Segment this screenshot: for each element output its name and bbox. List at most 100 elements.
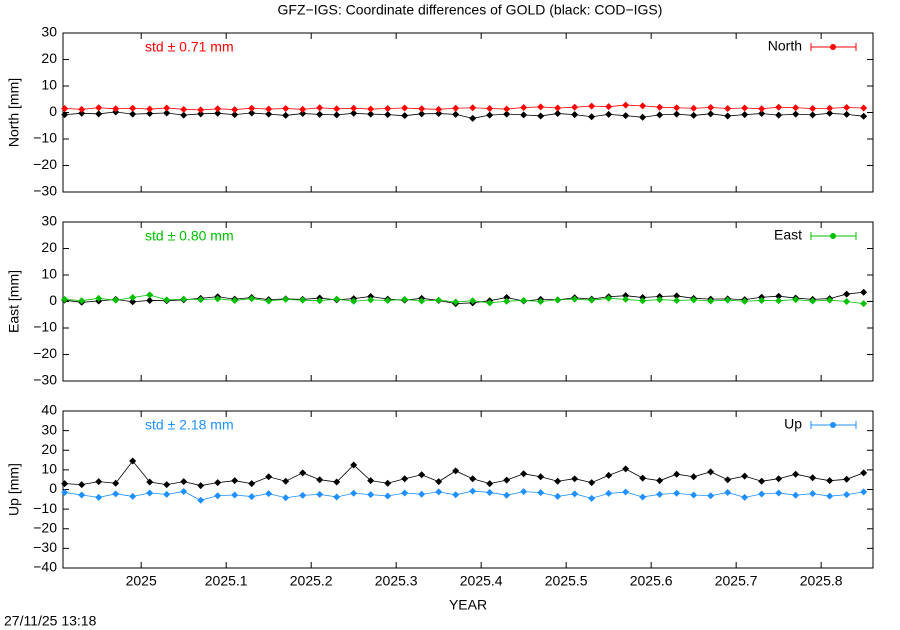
data-point — [537, 298, 545, 305]
y-axis-label: Up [mm] — [6, 463, 22, 516]
data-point — [265, 110, 273, 118]
data-point — [197, 496, 205, 504]
legend-label: Up — [784, 416, 802, 432]
data-point — [452, 491, 460, 499]
data-point — [622, 112, 630, 120]
data-point — [452, 110, 460, 118]
x-tick-label: 2025.3 — [375, 573, 418, 589]
data-point — [588, 479, 596, 487]
y-tick-label: −10 — [33, 500, 57, 516]
data-point — [554, 110, 562, 118]
data-point — [741, 297, 749, 305]
data-point — [503, 476, 511, 484]
data-point — [384, 111, 392, 119]
data-point — [384, 492, 392, 500]
data-point — [503, 105, 511, 113]
data-point — [214, 295, 222, 303]
data-point — [333, 493, 341, 501]
data-point — [129, 294, 137, 302]
data-point — [656, 111, 664, 119]
data-point — [163, 104, 171, 112]
data-point — [554, 477, 562, 485]
data-point — [571, 490, 579, 498]
data-point — [350, 461, 358, 469]
data-point — [537, 112, 545, 120]
data-point — [690, 111, 698, 119]
data-point — [248, 480, 256, 488]
data-point — [299, 105, 307, 113]
data-point — [758, 296, 766, 304]
y-tick-label: −20 — [33, 345, 57, 361]
data-point — [486, 480, 494, 488]
data-point — [503, 294, 511, 302]
data-point — [690, 473, 698, 481]
data-point — [588, 494, 596, 502]
data-point — [112, 296, 120, 304]
data-point — [112, 105, 120, 113]
data-point — [860, 104, 868, 112]
data-point — [843, 475, 851, 483]
data-point — [537, 473, 545, 481]
y-tick-label: −30 — [33, 539, 57, 555]
data-point — [78, 491, 86, 499]
data-point — [741, 104, 749, 112]
data-point — [180, 478, 188, 486]
data-point — [571, 111, 579, 119]
data-point — [775, 475, 783, 483]
data-point — [282, 477, 290, 485]
legend-label: East — [774, 227, 802, 243]
data-point — [622, 488, 630, 496]
y-tick-label: −20 — [33, 519, 57, 535]
data-point — [78, 481, 86, 489]
data-point — [588, 113, 596, 121]
x-tick-label: 2025.8 — [800, 573, 843, 589]
data-point — [622, 295, 630, 303]
data-point — [265, 490, 273, 498]
data-point — [248, 109, 256, 117]
data-point — [350, 109, 358, 117]
data-point — [826, 492, 834, 500]
data-point — [520, 470, 528, 478]
y-tick-label: −30 — [33, 183, 57, 199]
data-point — [316, 297, 324, 305]
annotation: std ± 0.80 mm — [145, 228, 234, 244]
data-point — [384, 105, 392, 113]
data-point — [146, 110, 154, 118]
data-point — [61, 295, 69, 303]
data-point — [316, 490, 324, 498]
data-point — [401, 475, 409, 483]
data-point — [809, 105, 817, 113]
data-point — [622, 101, 630, 109]
timestamp: 27/11/25 13:18 — [4, 613, 97, 629]
data-point — [350, 489, 358, 497]
data-point — [673, 489, 681, 497]
data-point — [129, 298, 137, 306]
y-axis-label: North [mm] — [6, 78, 22, 147]
data-point — [639, 493, 647, 501]
data-point — [112, 490, 120, 498]
data-point — [129, 104, 137, 112]
annotation: std ± 2.18 mm — [145, 417, 234, 433]
data-point — [775, 292, 783, 300]
data-point — [112, 479, 120, 487]
data-point — [61, 105, 69, 113]
data-point — [741, 111, 749, 119]
y-tick-label: −10 — [33, 130, 57, 146]
data-point — [707, 468, 715, 476]
data-point — [571, 103, 579, 111]
data-point — [333, 105, 341, 113]
data-point — [673, 104, 681, 112]
data-point — [690, 491, 698, 499]
data-point — [401, 104, 409, 112]
x-axis-label: YEAR — [449, 597, 487, 613]
data-point — [61, 111, 69, 119]
data-point — [163, 490, 171, 498]
data-point — [248, 493, 256, 501]
data-point — [690, 104, 698, 112]
data-point — [282, 105, 290, 113]
data-point — [775, 103, 783, 111]
data-point — [520, 103, 528, 111]
data-point — [61, 480, 69, 488]
data-point — [231, 477, 239, 485]
data-point — [775, 111, 783, 119]
